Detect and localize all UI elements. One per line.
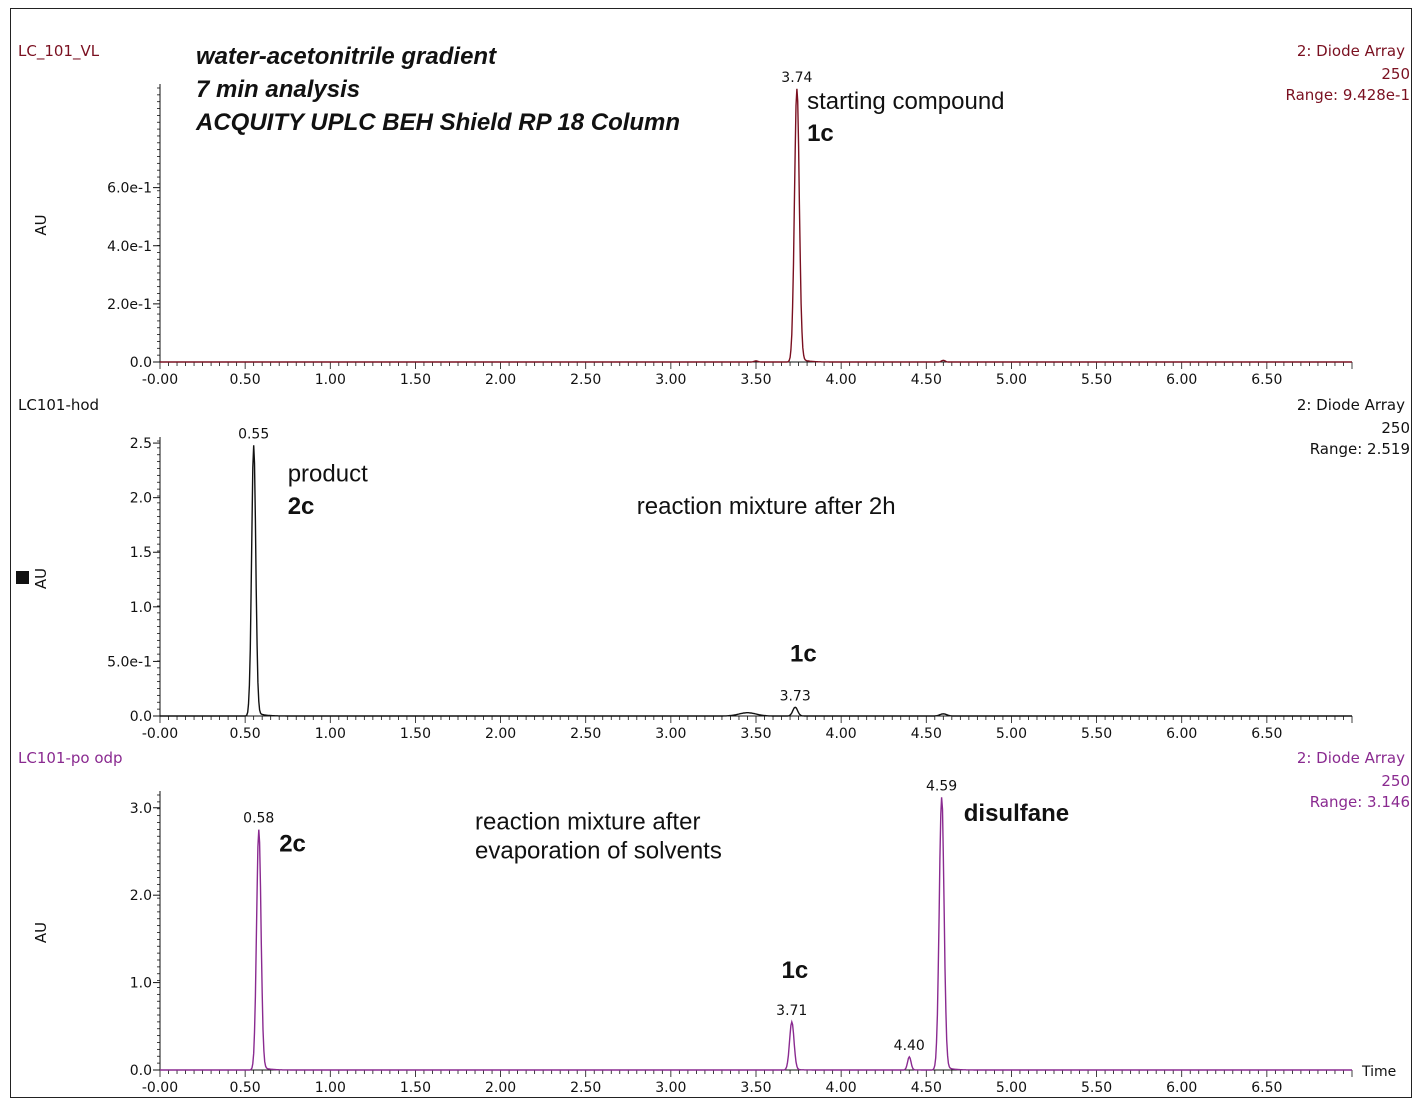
panel-2-detector-label: 2: Diode Array [1297, 396, 1405, 414]
panel-1-y-tick-label: 2.0e-1 [107, 297, 152, 313]
panel-3-x-tick-label: 6.00 [1166, 1080, 1197, 1096]
panel-2-x-tick-label: 4.50 [911, 726, 942, 742]
panel-1-x-tick-label: 4.50 [911, 372, 942, 388]
panel-2-peak-label: 0.55 [238, 426, 269, 442]
panel-2-y-tick-label: 2.5 [130, 436, 152, 452]
panel-3-x-tick-label: 1.50 [400, 1080, 431, 1096]
panel-3-y-tick-label: 2.0 [130, 888, 152, 904]
panel-2-y-tick-label: 2.0 [130, 491, 152, 507]
panel-2-x-tick-label: 2.50 [570, 726, 601, 742]
panel-3-annotation: 1c [782, 957, 809, 984]
panel-3-x-tick-label: -0.00 [142, 1080, 178, 1096]
panel-1-detector-label: 2: Diode Array [1297, 42, 1405, 60]
panel-2-x-tick-label: 0.50 [230, 726, 261, 742]
panel-3-xlabel: Time [1361, 1064, 1396, 1080]
panel-1-ylabel: AU [32, 214, 50, 235]
panel-2-annotation: reaction mixture after 2h [637, 493, 896, 520]
panel-1-y-tick-label: 0.0 [130, 355, 152, 371]
panel-1-y-tick-label: 4.0e-1 [107, 239, 152, 255]
panel-1-x-tick-label: -0.00 [142, 372, 178, 388]
panel-3-peak-label: 0.58 [243, 811, 274, 827]
panel-2-x-tick-label: 6.00 [1166, 726, 1197, 742]
panel-1-x-tick-label: 5.50 [1081, 372, 1112, 388]
panel-3-x-tick-label: 6.50 [1251, 1080, 1282, 1096]
panel-1-x-tick-label: 4.00 [826, 372, 857, 388]
panel-2-ylabel: AU [32, 568, 50, 589]
panel-3-y-tick-label: 0.0 [130, 1063, 152, 1079]
panel-1-y-tick-label: 6.0e-1 [107, 181, 152, 197]
panel-1-trace [160, 88, 1352, 363]
panel-2-annotation: 1c [790, 640, 817, 667]
header-line-3: ACQUITY UPLC BEH Shield RP 18 Column [195, 109, 680, 136]
panel-3-x-tick-label: 3.50 [740, 1080, 771, 1096]
header-line-1: water-acetonitrile gradient [196, 43, 497, 70]
panel-3-annotation: 2c [279, 830, 306, 857]
panel-1-x-tick-label: 1.00 [315, 372, 346, 388]
panel-2-x-tick-label: 4.00 [826, 726, 857, 742]
panel-1-peak-label: 3.74 [781, 70, 812, 86]
panel-2-annotation: 2c [288, 493, 315, 520]
panel-2-y-tick-label: 1.5 [130, 545, 152, 561]
panel-2-sample-label: LC101-hod [18, 396, 99, 414]
panel-3-x-tick-label: 0.50 [230, 1080, 261, 1096]
panel-2-x-tick-label: 5.00 [996, 726, 1027, 742]
panel-2-x-tick-label: 1.00 [315, 726, 346, 742]
panel-1-x-tick-label: 2.00 [485, 372, 516, 388]
panel-3-x-tick-label: 4.50 [911, 1080, 942, 1096]
panel-3-annotation: evaporation of solvents [475, 837, 722, 864]
panel-2-range-label: Range: 2.519 [1310, 440, 1410, 458]
panel-2-x-tick-label: -0.00 [142, 726, 178, 742]
panel-3-annotation: reaction mixture after [475, 809, 700, 836]
panel-2-wavelength-label: 250 [1381, 419, 1410, 437]
panel-3-x-tick-label: 2.50 [570, 1080, 601, 1096]
panel-3-x-tick-label: 5.00 [996, 1080, 1027, 1096]
panel-1-x-tick-label: 2.50 [570, 372, 601, 388]
panel-2-y-tick-label: 5.0e-1 [107, 654, 152, 670]
panel-3-peak-label: 4.59 [926, 778, 957, 794]
panel-2-y-tick-label: 0.0 [130, 709, 152, 725]
panel-1-x-tick-label: 3.00 [655, 372, 686, 388]
panel-3-wavelength-label: 250 [1381, 772, 1410, 790]
figure-frame [10, 8, 1412, 1098]
panel-1-annotation: 1c [807, 120, 834, 147]
panel-3-trace [160, 797, 1352, 1071]
panel-3-x-tick-label: 2.00 [485, 1080, 516, 1096]
panel-2-peak-label: 3.73 [780, 688, 811, 704]
panel-3-y-tick-label: 1.0 [130, 976, 152, 992]
panel-1-x-tick-label: 5.00 [996, 372, 1027, 388]
panel-1-x-tick-label: 1.50 [400, 372, 431, 388]
panel-3-range-label: Range: 3.146 [1310, 793, 1410, 811]
panel-2-trace [160, 445, 1352, 717]
panel-3-y-tick-label: 3.0 [130, 801, 152, 817]
panel-1-x-tick-label: 6.00 [1166, 372, 1197, 388]
panel-3-x-tick-label: 1.00 [315, 1080, 346, 1096]
panel-3-x-tick-label: 4.00 [826, 1080, 857, 1096]
panel-1-x-tick-label: 0.50 [230, 372, 261, 388]
panel-3-x-tick-label: 3.00 [655, 1080, 686, 1096]
panel-2-y-tick-label: 1.0 [130, 600, 152, 616]
panel-3-peak-label: 3.71 [776, 1003, 807, 1019]
panel-3-sample-label: LC101-po odp [18, 749, 123, 767]
panel-3-ylabel: AU [32, 922, 50, 943]
panel-3-detector-label: 2: Diode Array [1297, 749, 1405, 767]
panel-2-x-tick-label: 3.50 [740, 726, 771, 742]
panel-2-x-tick-label: 3.00 [655, 726, 686, 742]
panel-2-x-tick-label: 5.50 [1081, 726, 1112, 742]
panel-1-x-tick-label: 6.50 [1251, 372, 1282, 388]
panel-2-annotation: product [288, 460, 368, 487]
panel-2-x-tick-label: 2.00 [485, 726, 516, 742]
panel-1-range-label: Range: 9.428e-1 [1286, 86, 1411, 104]
panel-2-x-tick-label: 1.50 [400, 726, 431, 742]
panel-1-sample-label: LC_101_VL [18, 42, 100, 61]
panel-3-annotation: disulfane [964, 800, 1069, 827]
panel-1-x-tick-label: 3.50 [740, 372, 771, 388]
panel-1-annotation: starting compound [807, 88, 1004, 115]
panel-3-peak-label: 4.40 [894, 1038, 925, 1054]
header-line-2: 7 min analysis [196, 76, 360, 103]
panel-marker-square [16, 571, 29, 584]
panel-2-x-tick-label: 6.50 [1251, 726, 1282, 742]
panel-3-x-tick-label: 5.50 [1081, 1080, 1112, 1096]
panel-1-wavelength-label: 250 [1381, 65, 1410, 83]
